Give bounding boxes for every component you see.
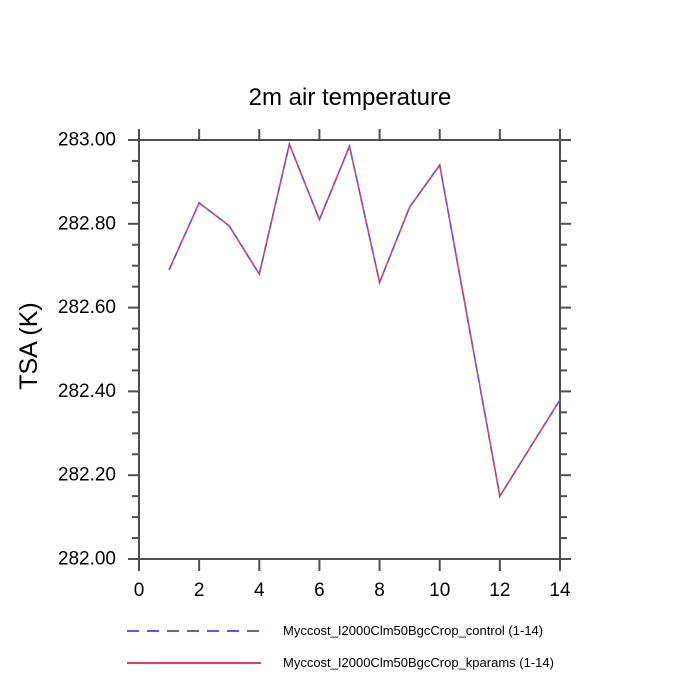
x-tick-label: 6 bbox=[314, 580, 325, 601]
y-tick-labels: 283.00 282.80 282.60 282.40 282.20 282.00 bbox=[58, 130, 116, 570]
axes-box bbox=[138, 139, 561, 560]
x-tick-label: 10 bbox=[429, 580, 450, 601]
x-tick-label: 14 bbox=[549, 580, 571, 601]
x-tick-label: 0 bbox=[134, 580, 145, 601]
series bbox=[168, 141, 561, 499]
legend-solid-line-icon bbox=[127, 662, 261, 664]
x-tick-label: 8 bbox=[374, 580, 385, 601]
legend-label-kparams: Myccost_I2000Clm50BgcCrop_kparams (1-14) bbox=[283, 655, 554, 670]
chart-title: 2m air temperature bbox=[248, 84, 452, 111]
y-tick-label: 282.80 bbox=[58, 213, 116, 234]
y-tick-label: 282.20 bbox=[58, 465, 116, 486]
x-ticks bbox=[138, 129, 561, 571]
y-tick-label: 282.60 bbox=[58, 297, 116, 318]
y-tick-label: 282.40 bbox=[58, 381, 116, 402]
series-line-kparams bbox=[168, 141, 561, 499]
y-tick-label: 283.00 bbox=[58, 130, 116, 151]
legend-dashed-line-icon bbox=[127, 630, 261, 632]
x-tick-label: 2 bbox=[194, 580, 205, 601]
x-tick-labels: 0 2 4 6 8 10 12 14 bbox=[134, 580, 571, 601]
x-tick-label: 4 bbox=[254, 580, 265, 601]
y-ticks bbox=[128, 139, 571, 560]
legend-label-control: Myccost_I2000Clm50BgcCrop_control (1-14) bbox=[283, 623, 544, 638]
legend-entry-kparams: Myccost_I2000Clm50BgcCrop_kparams (1-14) bbox=[126, 654, 554, 672]
legend-entry-control: Myccost_I2000Clm50BgcCrop_control (1-14) bbox=[126, 622, 543, 640]
y-tick-label: 282.00 bbox=[58, 549, 116, 570]
x-tick-label: 12 bbox=[489, 580, 510, 601]
series bbox=[168, 141, 561, 499]
series-line-control bbox=[168, 141, 561, 499]
